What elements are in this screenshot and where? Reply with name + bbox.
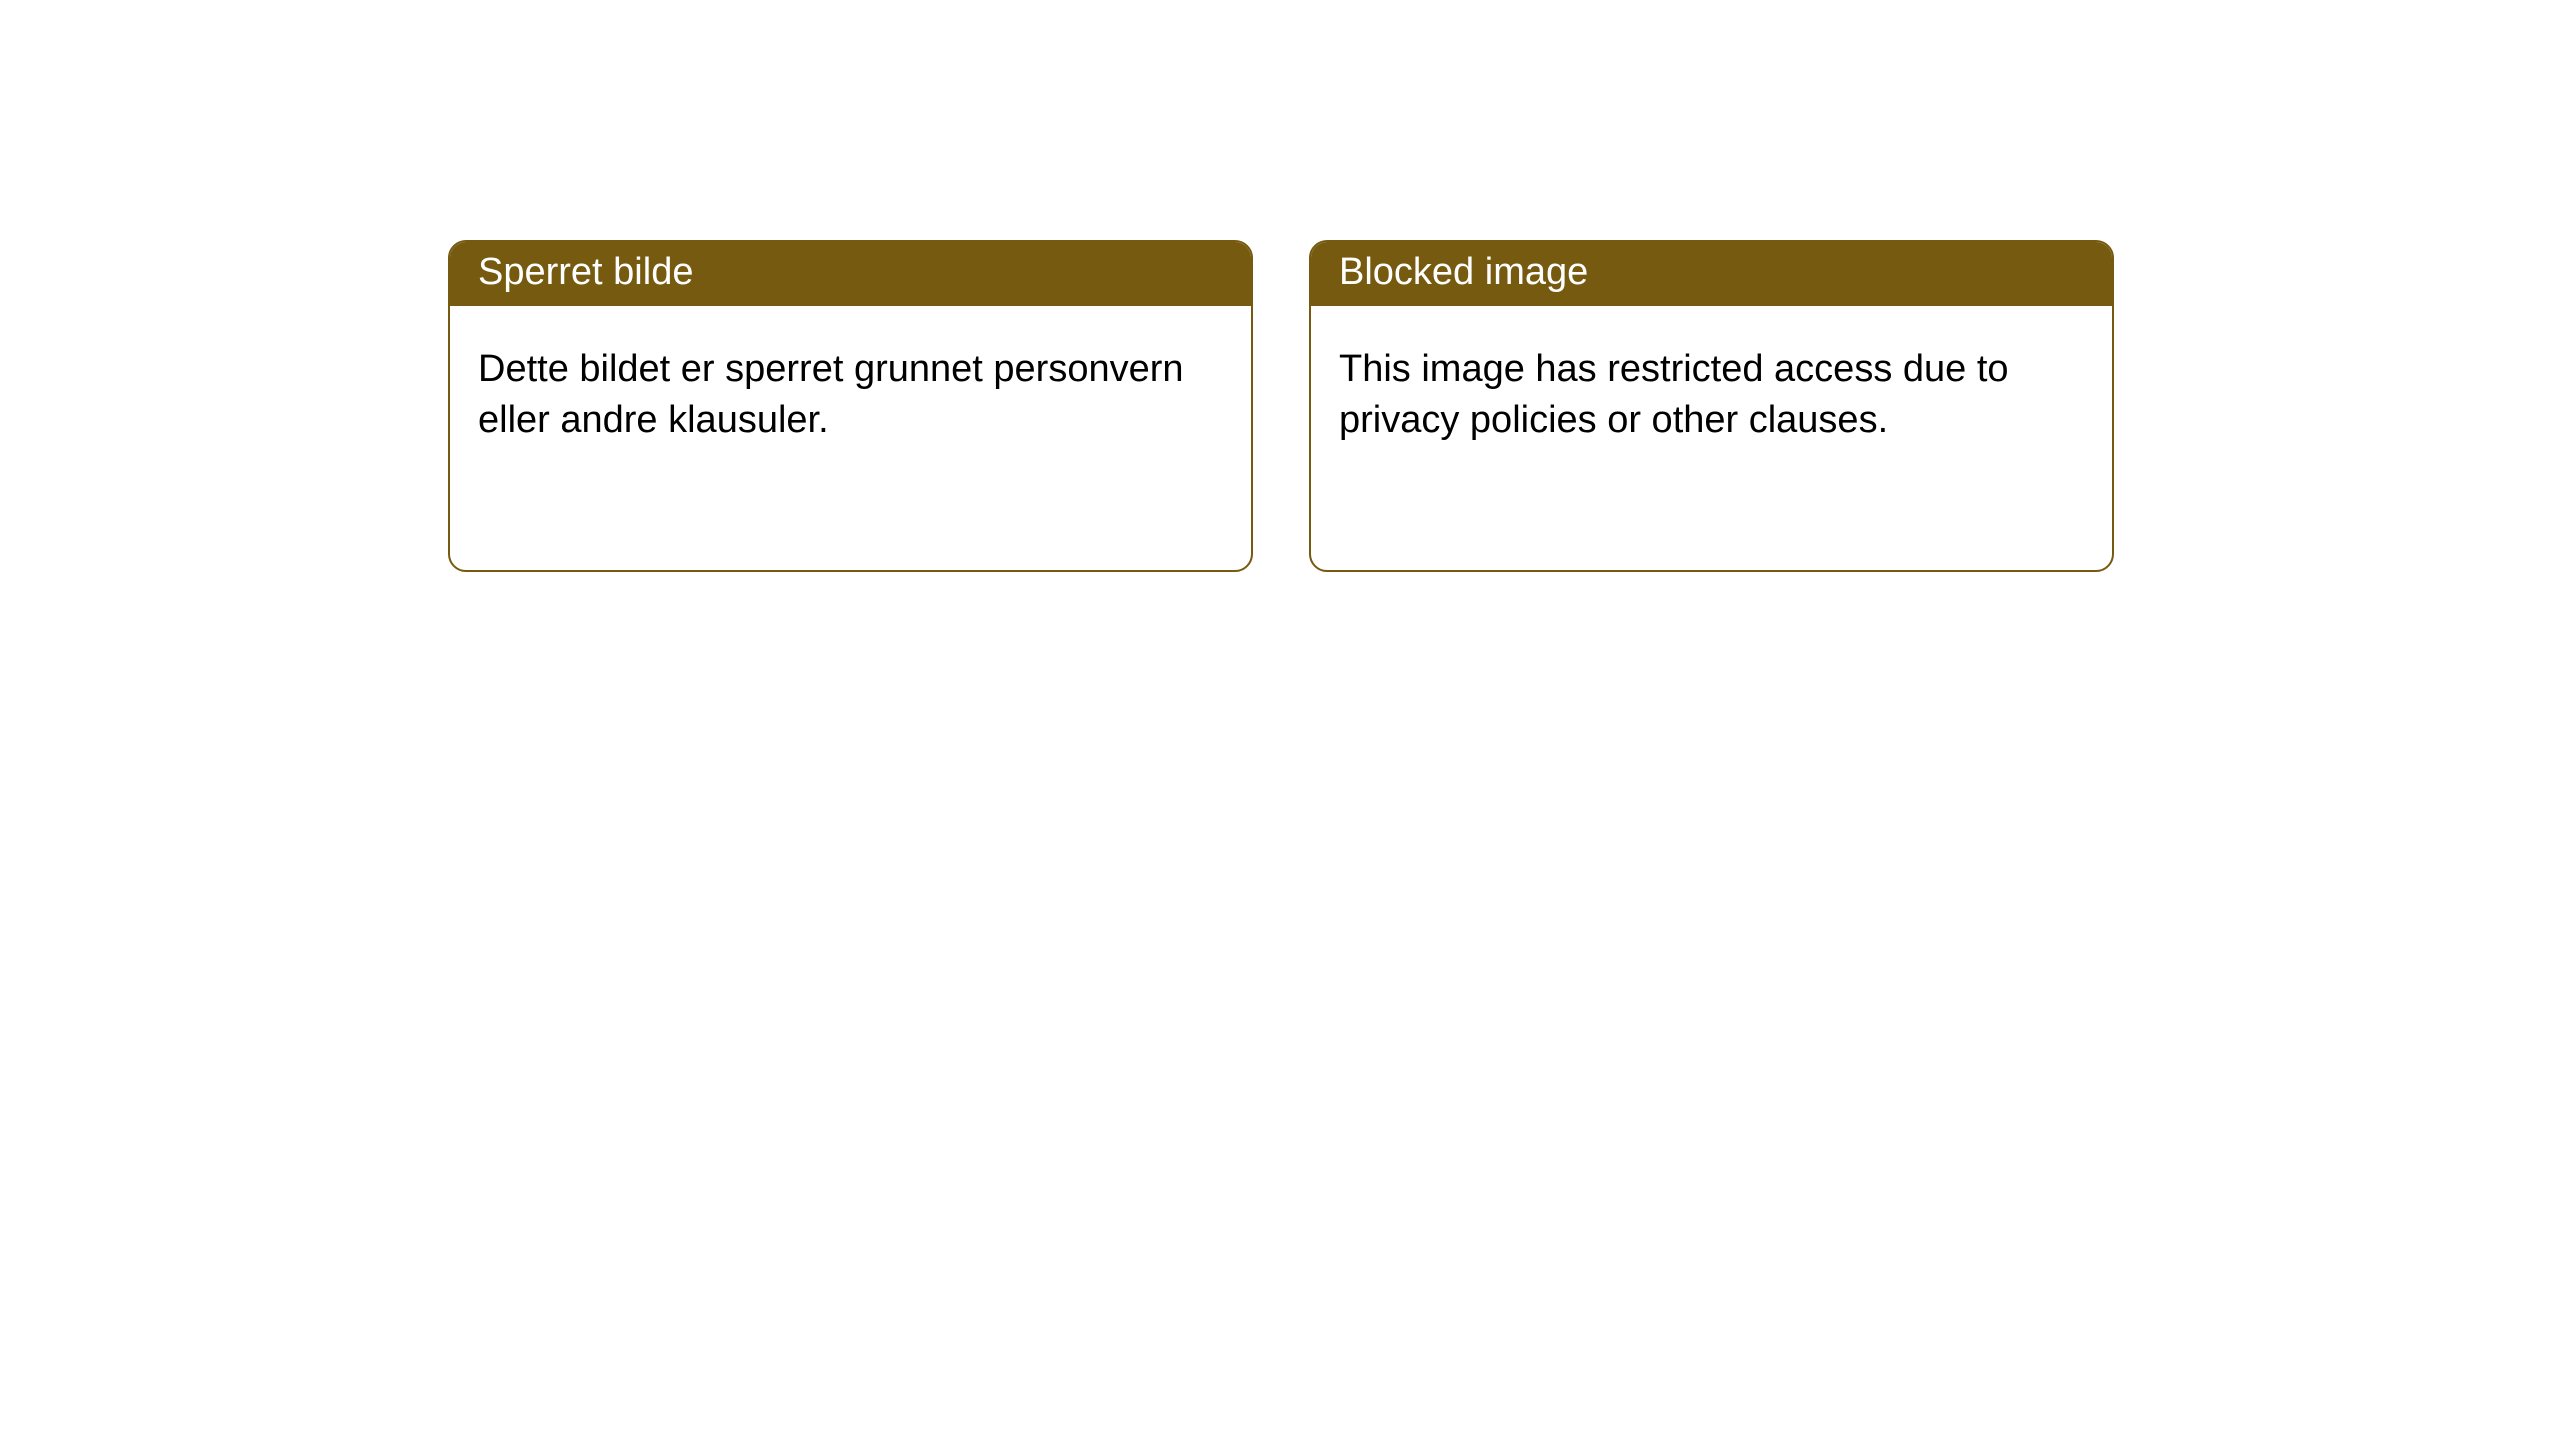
notice-body-english: This image has restricted access due to … (1311, 306, 2112, 475)
notice-header-english: Blocked image (1311, 242, 2112, 306)
notice-card-norwegian: Sperret bilde Dette bildet er sperret gr… (448, 240, 1253, 572)
notice-card-english: Blocked image This image has restricted … (1309, 240, 2114, 572)
notice-container: Sperret bilde Dette bildet er sperret gr… (0, 0, 2560, 572)
notice-body-norwegian: Dette bildet er sperret grunnet personve… (450, 306, 1251, 475)
notice-header-norwegian: Sperret bilde (450, 242, 1251, 306)
